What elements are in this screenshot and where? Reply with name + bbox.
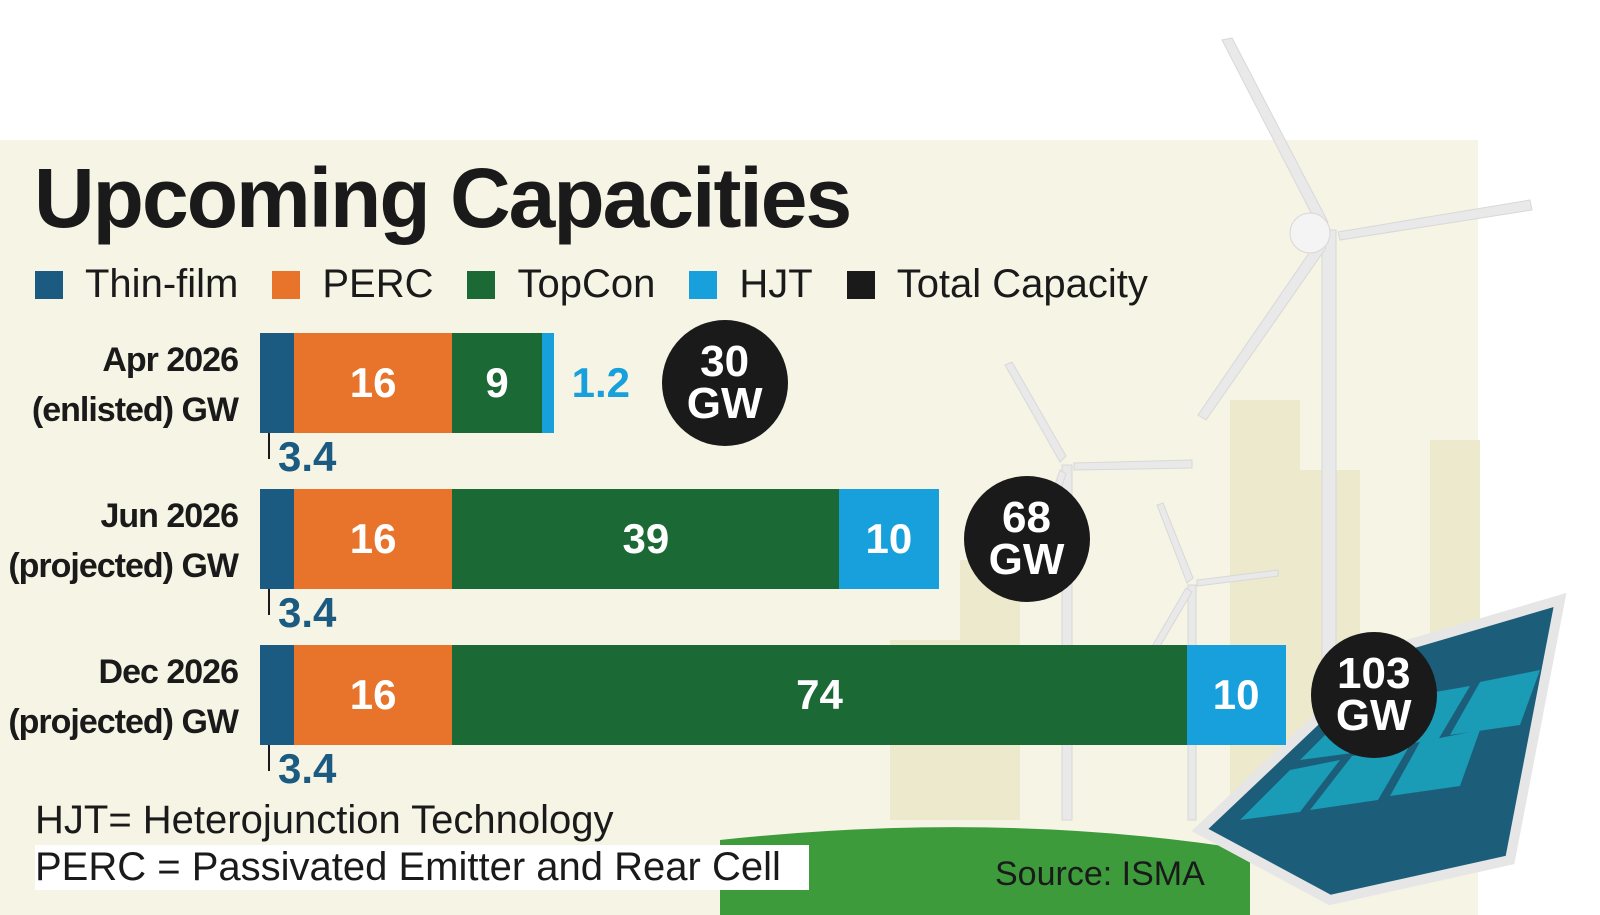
legend-label: Thin-film [85, 262, 239, 306]
category-label: Dec 2026 (projected) GW [8, 653, 239, 741]
bar-segment [293, 489, 453, 589]
legend-swatch [467, 270, 496, 299]
bar-segment [260, 489, 294, 589]
bar-segment [260, 645, 294, 745]
legend-item: Thin-film [35, 262, 238, 307]
bar-segment [1186, 645, 1286, 745]
data-label: 3.4 [278, 433, 337, 480]
chart-title: Upcoming Capacities [34, 151, 852, 245]
bar-segment [541, 333, 554, 433]
bar-segment [839, 489, 939, 589]
data-label: 9 [485, 359, 509, 406]
category-label: Jun 2026 (projected) GW [8, 497, 239, 585]
legend-swatch [272, 270, 301, 299]
legend-label: HJT [739, 262, 813, 306]
footnote: PERC = Passivated Emitter and Rear Cell [35, 845, 809, 890]
data-label: 3.4 [278, 589, 337, 636]
legend-swatch [35, 270, 63, 299]
data-label: 3.4 [278, 745, 337, 792]
source: Source: ISMA [995, 855, 1205, 893]
bar-segment [293, 333, 453, 433]
data-label: 10 [865, 515, 913, 562]
bar-segment [260, 333, 294, 433]
total-badge: 68 GW [963, 476, 1090, 602]
footnote: HJT= Heterojunction Technology [35, 798, 614, 842]
legend-item: PERC [272, 262, 433, 307]
data-label: 16 [349, 671, 397, 718]
data-label: 74 [796, 671, 843, 718]
bar-segment [452, 645, 1187, 745]
leader-line [268, 433, 270, 459]
legend-item: TopCon [467, 262, 655, 307]
leader-line [268, 745, 270, 771]
bar-segment [452, 333, 542, 433]
total-badge: 103 GW [1310, 632, 1437, 758]
data-label: 1.2 [571, 359, 631, 406]
legend: Thin-film PERC TopCon HJT Total Capacity [35, 262, 1182, 307]
total-badge: 30 GW [661, 320, 788, 446]
legend-swatch [846, 270, 875, 299]
legend-swatch [689, 270, 718, 299]
leader-line [268, 589, 270, 615]
bar-segment [452, 489, 840, 589]
data-label: 39 [622, 515, 670, 562]
legend-item: Total Capacity [846, 262, 1148, 307]
data-label: 16 [349, 515, 397, 562]
legend-label: Total Capacity [896, 262, 1148, 306]
legend-label: TopCon [517, 262, 656, 306]
data-label: 16 [349, 359, 397, 406]
category-label: Apr 2026 (enlisted) GW [31, 341, 239, 429]
data-label: 10 [1212, 671, 1260, 718]
legend-item: HJT [689, 262, 813, 307]
bar-segment [293, 645, 453, 745]
legend-label: PERC [322, 262, 434, 306]
